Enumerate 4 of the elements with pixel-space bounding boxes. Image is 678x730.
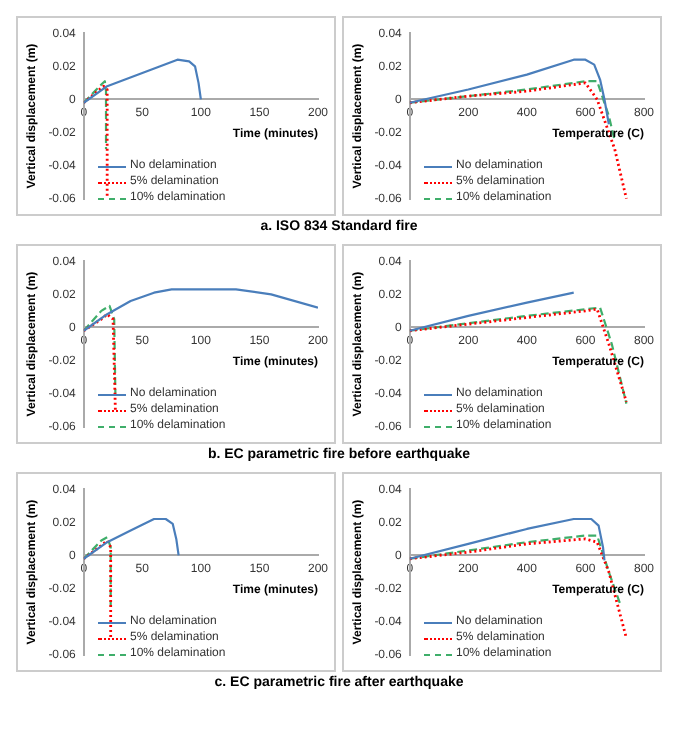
line-series (409, 81, 628, 199)
line-series (83, 536, 112, 607)
line-series (83, 80, 108, 151)
line-series (409, 537, 628, 640)
